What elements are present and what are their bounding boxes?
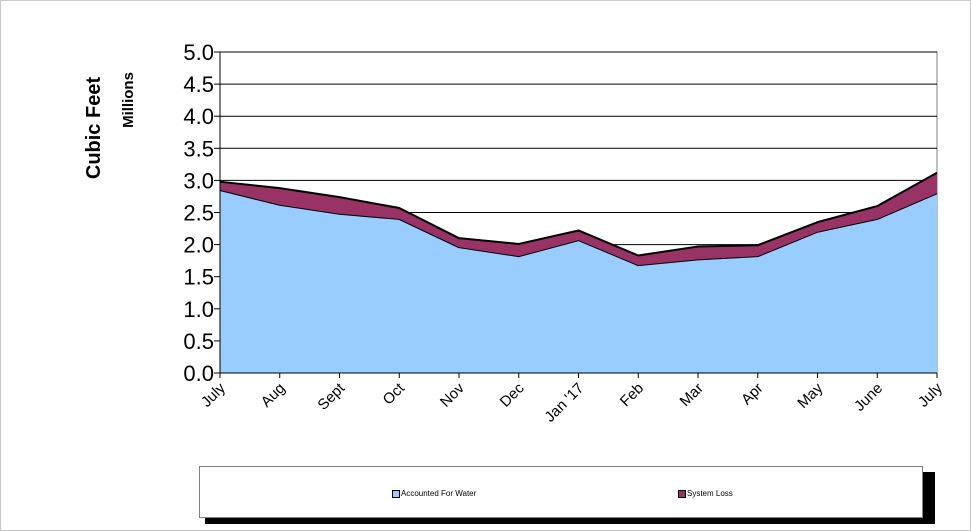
legend-label-system-loss: System Loss bbox=[687, 489, 733, 498]
y-tick-label: 0.0 bbox=[183, 361, 214, 386]
y-tick-label: 1.5 bbox=[183, 265, 214, 290]
area-outline bbox=[219, 171, 938, 257]
y-tick-label: 3.5 bbox=[183, 136, 214, 161]
legend-item-accounted: Accounted For Water bbox=[392, 489, 476, 498]
y-tick-label: 0.5 bbox=[183, 329, 214, 354]
legend-swatch-system-loss bbox=[678, 489, 686, 498]
x-tick-label: July bbox=[915, 379, 946, 410]
x-tick-label: Feb bbox=[617, 380, 647, 410]
y-tick-label: 1.0 bbox=[183, 297, 214, 322]
y-tick-label: 2.0 bbox=[183, 233, 214, 258]
y-tick-label: 4.5 bbox=[183, 72, 214, 97]
x-tick-label: Oct bbox=[380, 379, 409, 408]
x-tick-label: Sept bbox=[314, 379, 348, 413]
y-axis-ticks: 0.0 0.5 1.0 1.5 2.0 2.5 3.0 3.5 4.0 4.5 5.0 bbox=[183, 40, 220, 386]
legend: Accounted For Water System Loss bbox=[199, 466, 923, 518]
legend-label-accounted: Accounted For Water bbox=[401, 489, 477, 498]
y-axis-title: Cubic Feet bbox=[83, 77, 105, 180]
x-axis-ticks: July Aug Sept Oct Nov Dec Jan '17 Feb Mar Apr May J… bbox=[198, 373, 946, 426]
y-tick-label: 5.0 bbox=[183, 40, 214, 65]
legend-swatch-accounted bbox=[392, 489, 400, 498]
x-tick-label: June bbox=[851, 380, 886, 415]
legend-item-system-loss: System Loss bbox=[678, 489, 733, 498]
y-tick-label: 4.0 bbox=[183, 104, 214, 129]
y-axis-unit-label: Millions bbox=[120, 72, 137, 128]
y-tick-label: 3.0 bbox=[183, 168, 214, 193]
x-tick-label: Dec bbox=[497, 379, 528, 410]
area-accounted-for-water bbox=[220, 190, 937, 373]
x-tick-label: Mar bbox=[677, 380, 707, 410]
x-tick-label: Aug bbox=[258, 380, 289, 411]
x-tick-label: Apr bbox=[738, 380, 767, 409]
x-tick-label: Nov bbox=[437, 379, 468, 410]
x-tick-label: May bbox=[794, 379, 826, 411]
x-tick-label: Jan '17 bbox=[541, 380, 587, 426]
y-tick-label: 2.5 bbox=[183, 201, 214, 226]
